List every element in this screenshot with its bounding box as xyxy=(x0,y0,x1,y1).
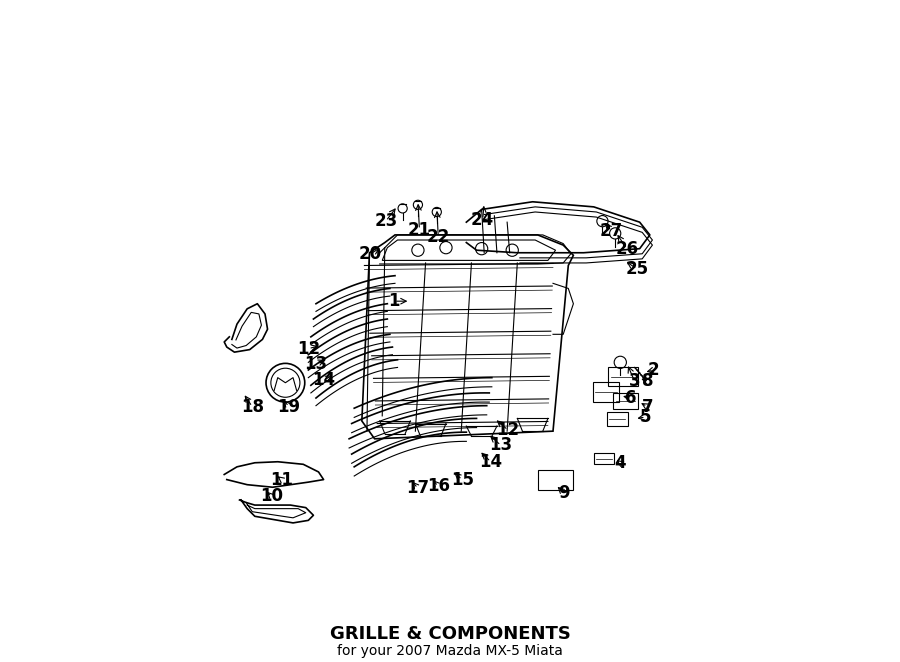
Text: 24: 24 xyxy=(471,211,494,228)
Text: GRILLE & COMPONENTS: GRILLE & COMPONENTS xyxy=(329,625,571,643)
Text: 26: 26 xyxy=(616,240,638,258)
Text: 14: 14 xyxy=(480,453,502,471)
Text: 1: 1 xyxy=(388,292,400,310)
Text: 16: 16 xyxy=(427,477,450,495)
Text: 2: 2 xyxy=(648,361,660,379)
Text: 6: 6 xyxy=(625,389,636,407)
Text: 19: 19 xyxy=(277,398,301,416)
Text: 22: 22 xyxy=(427,228,450,246)
Text: 5: 5 xyxy=(640,408,652,426)
Text: 8: 8 xyxy=(642,372,653,390)
Text: 11: 11 xyxy=(270,471,293,489)
Text: 12: 12 xyxy=(297,340,320,357)
Text: 9: 9 xyxy=(558,485,570,502)
Text: 15: 15 xyxy=(451,471,473,489)
Text: 4: 4 xyxy=(615,453,626,472)
Text: 3: 3 xyxy=(629,372,641,390)
Text: 14: 14 xyxy=(312,371,335,389)
Text: 18: 18 xyxy=(241,398,264,416)
Text: 12: 12 xyxy=(497,421,519,439)
Text: 25: 25 xyxy=(626,260,649,278)
Text: for your 2007 Mazda MX-5 Miata: for your 2007 Mazda MX-5 Miata xyxy=(338,644,562,659)
Text: 10: 10 xyxy=(260,487,284,505)
Text: 17: 17 xyxy=(407,479,429,497)
Text: 21: 21 xyxy=(408,221,431,239)
Text: 13: 13 xyxy=(304,355,328,373)
Text: 23: 23 xyxy=(374,212,398,230)
Text: 13: 13 xyxy=(490,436,513,454)
Text: 20: 20 xyxy=(359,245,382,263)
Text: 27: 27 xyxy=(600,222,623,240)
Text: 7: 7 xyxy=(642,398,653,416)
